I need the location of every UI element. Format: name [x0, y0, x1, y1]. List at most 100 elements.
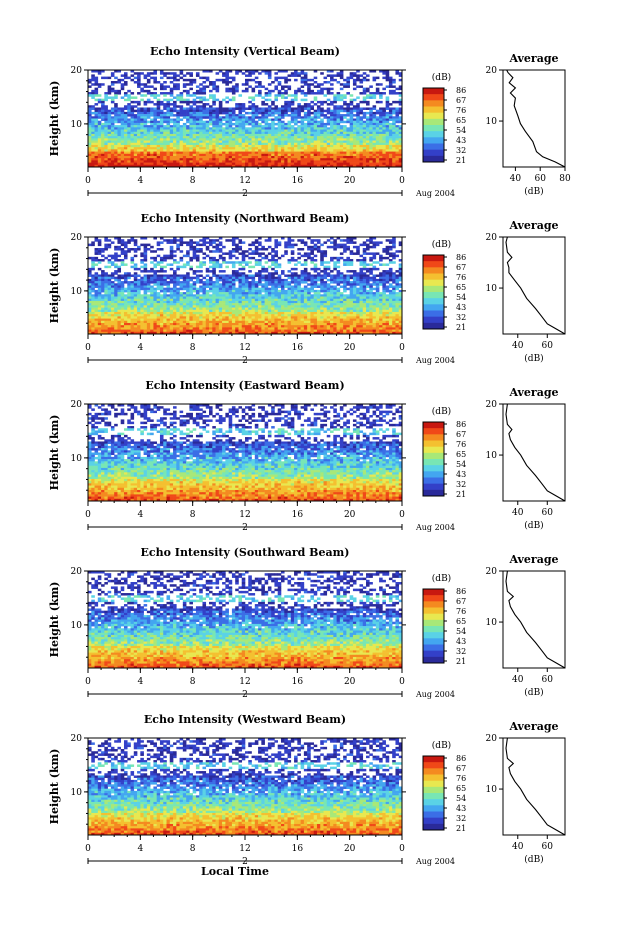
heatmap-cell [352, 133, 357, 137]
heatmap-cell [274, 94, 279, 97]
heatmap-cell [140, 111, 144, 115]
heatmap-cell [290, 136, 295, 139]
heatmap-cell [205, 241, 210, 244]
heatmap-cell [251, 274, 256, 277]
heatmap-cell [254, 285, 259, 288]
heatmap-cell [101, 285, 105, 288]
heatmap-cell [120, 276, 125, 280]
heatmap-cell [300, 131, 305, 135]
heatmap-cell [228, 116, 233, 119]
heatmap-cell [303, 241, 308, 244]
heatmap-cell [163, 131, 167, 135]
heatmap-cell [379, 136, 383, 139]
heatmap-cell [156, 274, 161, 277]
heatmap-cell [320, 122, 324, 126]
heatmap-cell [284, 281, 288, 284]
heatmap-cell [94, 292, 99, 295]
heatmap-cell [199, 107, 203, 110]
heatmap-cell [313, 283, 318, 286]
heatmap-cell [195, 129, 200, 133]
heatmap-cell [398, 160, 403, 163]
heatmap-cell [254, 147, 259, 150]
heatmap-cell [97, 164, 102, 168]
heatmap-cell [359, 120, 364, 124]
heatmap-cell [205, 98, 210, 102]
heatmap-cell [310, 116, 314, 119]
heatmap-cell [202, 151, 207, 155]
heatmap-cell [133, 289, 138, 293]
heatmap-cell [189, 292, 193, 295]
heatmap-cell [258, 160, 262, 163]
heatmap-cell [261, 158, 265, 161]
heatmap-cell [310, 278, 314, 282]
heatmap-cell [313, 129, 318, 133]
heatmap-cell [225, 70, 229, 73]
heatmap-cell [123, 164, 128, 168]
heatmap-cell [218, 147, 223, 150]
heatmap-cell [123, 138, 128, 141]
heatmap-cell [209, 116, 213, 119]
heatmap-cell [166, 274, 171, 277]
heatmap-cell [88, 138, 92, 141]
heatmap-cell [310, 162, 314, 166]
heatmap-cell [362, 153, 367, 157]
heatmap-cell [303, 292, 308, 295]
heatmap-cell [143, 283, 148, 286]
heatmap-cell [307, 92, 311, 95]
heatmap-cell [352, 155, 357, 159]
heatmap-cell [277, 292, 282, 295]
heatmap-cell [94, 114, 99, 117]
heatmap-cell [166, 144, 171, 148]
heatmap-cell [205, 131, 210, 135]
heatmap-cell [303, 122, 308, 126]
heatmap-cell [150, 153, 154, 157]
heatmap-cell [362, 133, 367, 137]
heatmap-cell [101, 129, 105, 133]
heatmap-cell [336, 281, 341, 284]
heatmap-cell [261, 287, 265, 291]
heatmap-cell [120, 153, 125, 157]
heatmap-cell [362, 144, 367, 148]
heatmap-cell [297, 276, 301, 280]
heatmap-cell [120, 116, 125, 119]
heatmap-cell [101, 111, 105, 115]
heatmap-cell [392, 78, 396, 82]
heatmap-cell [110, 261, 115, 264]
heatmap-cell [369, 155, 373, 159]
heatmap-cell [300, 294, 305, 297]
heatmap-cell [231, 107, 236, 110]
heatmap-cell [173, 125, 177, 128]
heatmap-cell [205, 151, 210, 155]
heatmap-cell [264, 118, 269, 121]
heatmap-cell [199, 122, 203, 126]
heatmap-cell [218, 149, 223, 152]
heatmap-cell [218, 294, 223, 297]
x-tick-label: 12 [239, 176, 250, 186]
heatmap-cell [310, 111, 314, 115]
heatmap-cell [137, 151, 141, 155]
heatmap-cell [323, 142, 328, 146]
heatmap-cell [202, 133, 207, 137]
heatmap-cell [146, 276, 151, 280]
heatmap-cell [366, 151, 370, 155]
heatmap-cell [241, 129, 246, 133]
heatmap-cell [392, 85, 396, 88]
heatmap-cell [307, 155, 311, 159]
heatmap-cell [156, 142, 161, 146]
heatmap-cell [310, 136, 314, 139]
heatmap-cell [385, 147, 390, 150]
heatmap-cell [261, 118, 265, 121]
heatmap-cell [392, 287, 396, 291]
heatmap-cell [143, 276, 148, 280]
heatmap-cell [258, 241, 262, 244]
heatmap-cell [218, 292, 223, 295]
heatmap-cell [392, 237, 396, 240]
heatmap-cell [156, 283, 161, 286]
heatmap-cell [313, 243, 318, 247]
heatmap-cell [114, 96, 118, 99]
heatmap-cell [375, 133, 380, 137]
heatmap-cell [182, 107, 187, 110]
heatmap-cell [225, 83, 229, 86]
heatmap-cell [212, 96, 216, 99]
heatmap-cell [251, 103, 256, 106]
